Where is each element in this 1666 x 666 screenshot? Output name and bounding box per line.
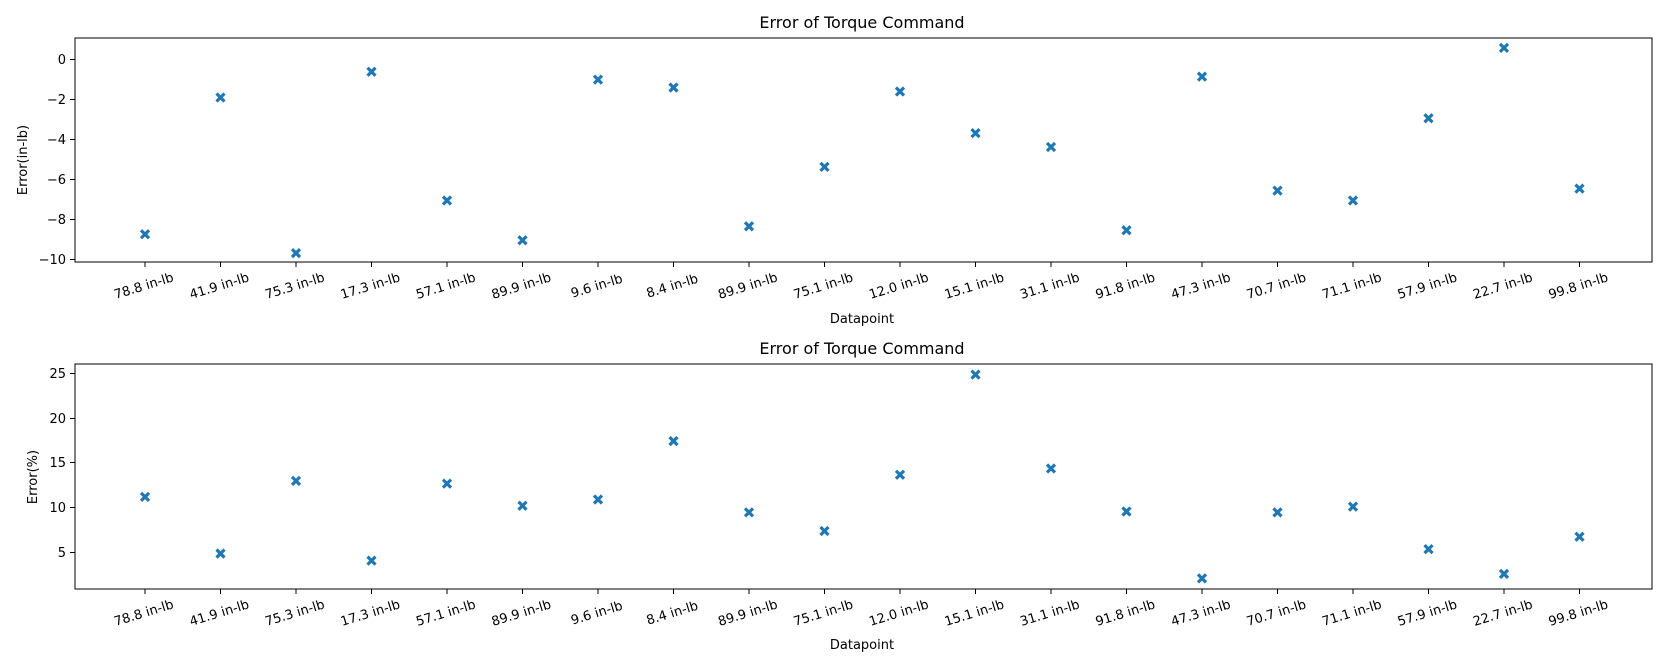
data-point <box>1272 507 1283 518</box>
data-point <box>970 128 981 139</box>
data-point <box>1045 463 1057 474</box>
data-point <box>819 525 830 537</box>
data-point <box>592 74 604 85</box>
data-point <box>894 86 906 97</box>
data-point <box>1196 71 1208 82</box>
y-tick-label: −10 <box>39 253 66 268</box>
data-point <box>819 161 830 172</box>
data-point <box>1423 113 1434 124</box>
y-tick-label: 0 <box>58 53 66 68</box>
data-point <box>1045 141 1057 153</box>
data-point <box>1423 544 1434 555</box>
y-tick-label: 10 <box>49 501 66 516</box>
y-axis-label: Error(in-lb) <box>16 125 31 195</box>
data-point <box>668 82 679 93</box>
data-point <box>970 369 981 380</box>
data-point <box>139 229 151 240</box>
data-point <box>139 491 151 503</box>
data-point <box>517 235 528 246</box>
y-tick-label: 20 <box>49 412 66 427</box>
chart-title: Error of Torque Command <box>759 13 964 32</box>
data-point <box>592 494 604 505</box>
x-axis-label: Datapoint <box>830 638 894 653</box>
data-point <box>743 221 755 232</box>
data-point <box>1347 195 1359 206</box>
data-series <box>139 369 1585 584</box>
y-tick-label: −2 <box>47 93 66 108</box>
data-point <box>215 548 226 559</box>
x-axis-label: Datapoint <box>830 312 894 327</box>
y-tick-label: −6 <box>47 173 66 188</box>
data-point <box>1498 568 1510 580</box>
y-tick-label: −4 <box>47 133 66 148</box>
data-point <box>366 555 377 566</box>
data-point <box>1498 42 1510 54</box>
chart-title: Error of Torque Command <box>759 339 964 358</box>
data-series <box>139 42 1585 259</box>
data-point <box>1574 183 1585 194</box>
y-axis-label: Error(%) <box>26 450 41 504</box>
data-point <box>441 478 453 489</box>
plot-area-frame <box>74 37 1653 263</box>
data-point <box>290 475 302 487</box>
y-axis-ticks: 0 −10 −8 −6 −4 −2 <box>39 53 75 268</box>
data-point <box>1272 185 1283 196</box>
data-point <box>290 247 302 259</box>
plot-area-frame <box>74 363 1653 590</box>
data-point <box>1121 506 1132 517</box>
data-point <box>1121 225 1132 236</box>
y-tick-label: 5 <box>58 546 66 561</box>
data-point <box>1574 531 1585 542</box>
data-point <box>668 435 679 447</box>
data-point <box>1347 501 1359 512</box>
y-axis-ticks: 5 10 15 20 25 <box>49 367 75 561</box>
data-point <box>894 469 906 480</box>
data-point <box>441 195 453 206</box>
data-point <box>1196 573 1208 584</box>
y-tick-label: −8 <box>47 213 66 228</box>
y-tick-label: 25 <box>49 367 66 382</box>
y-tick-label: 15 <box>49 456 66 471</box>
data-point <box>743 507 755 518</box>
data-point <box>366 66 377 77</box>
data-point <box>517 500 528 511</box>
data-point <box>215 92 226 103</box>
